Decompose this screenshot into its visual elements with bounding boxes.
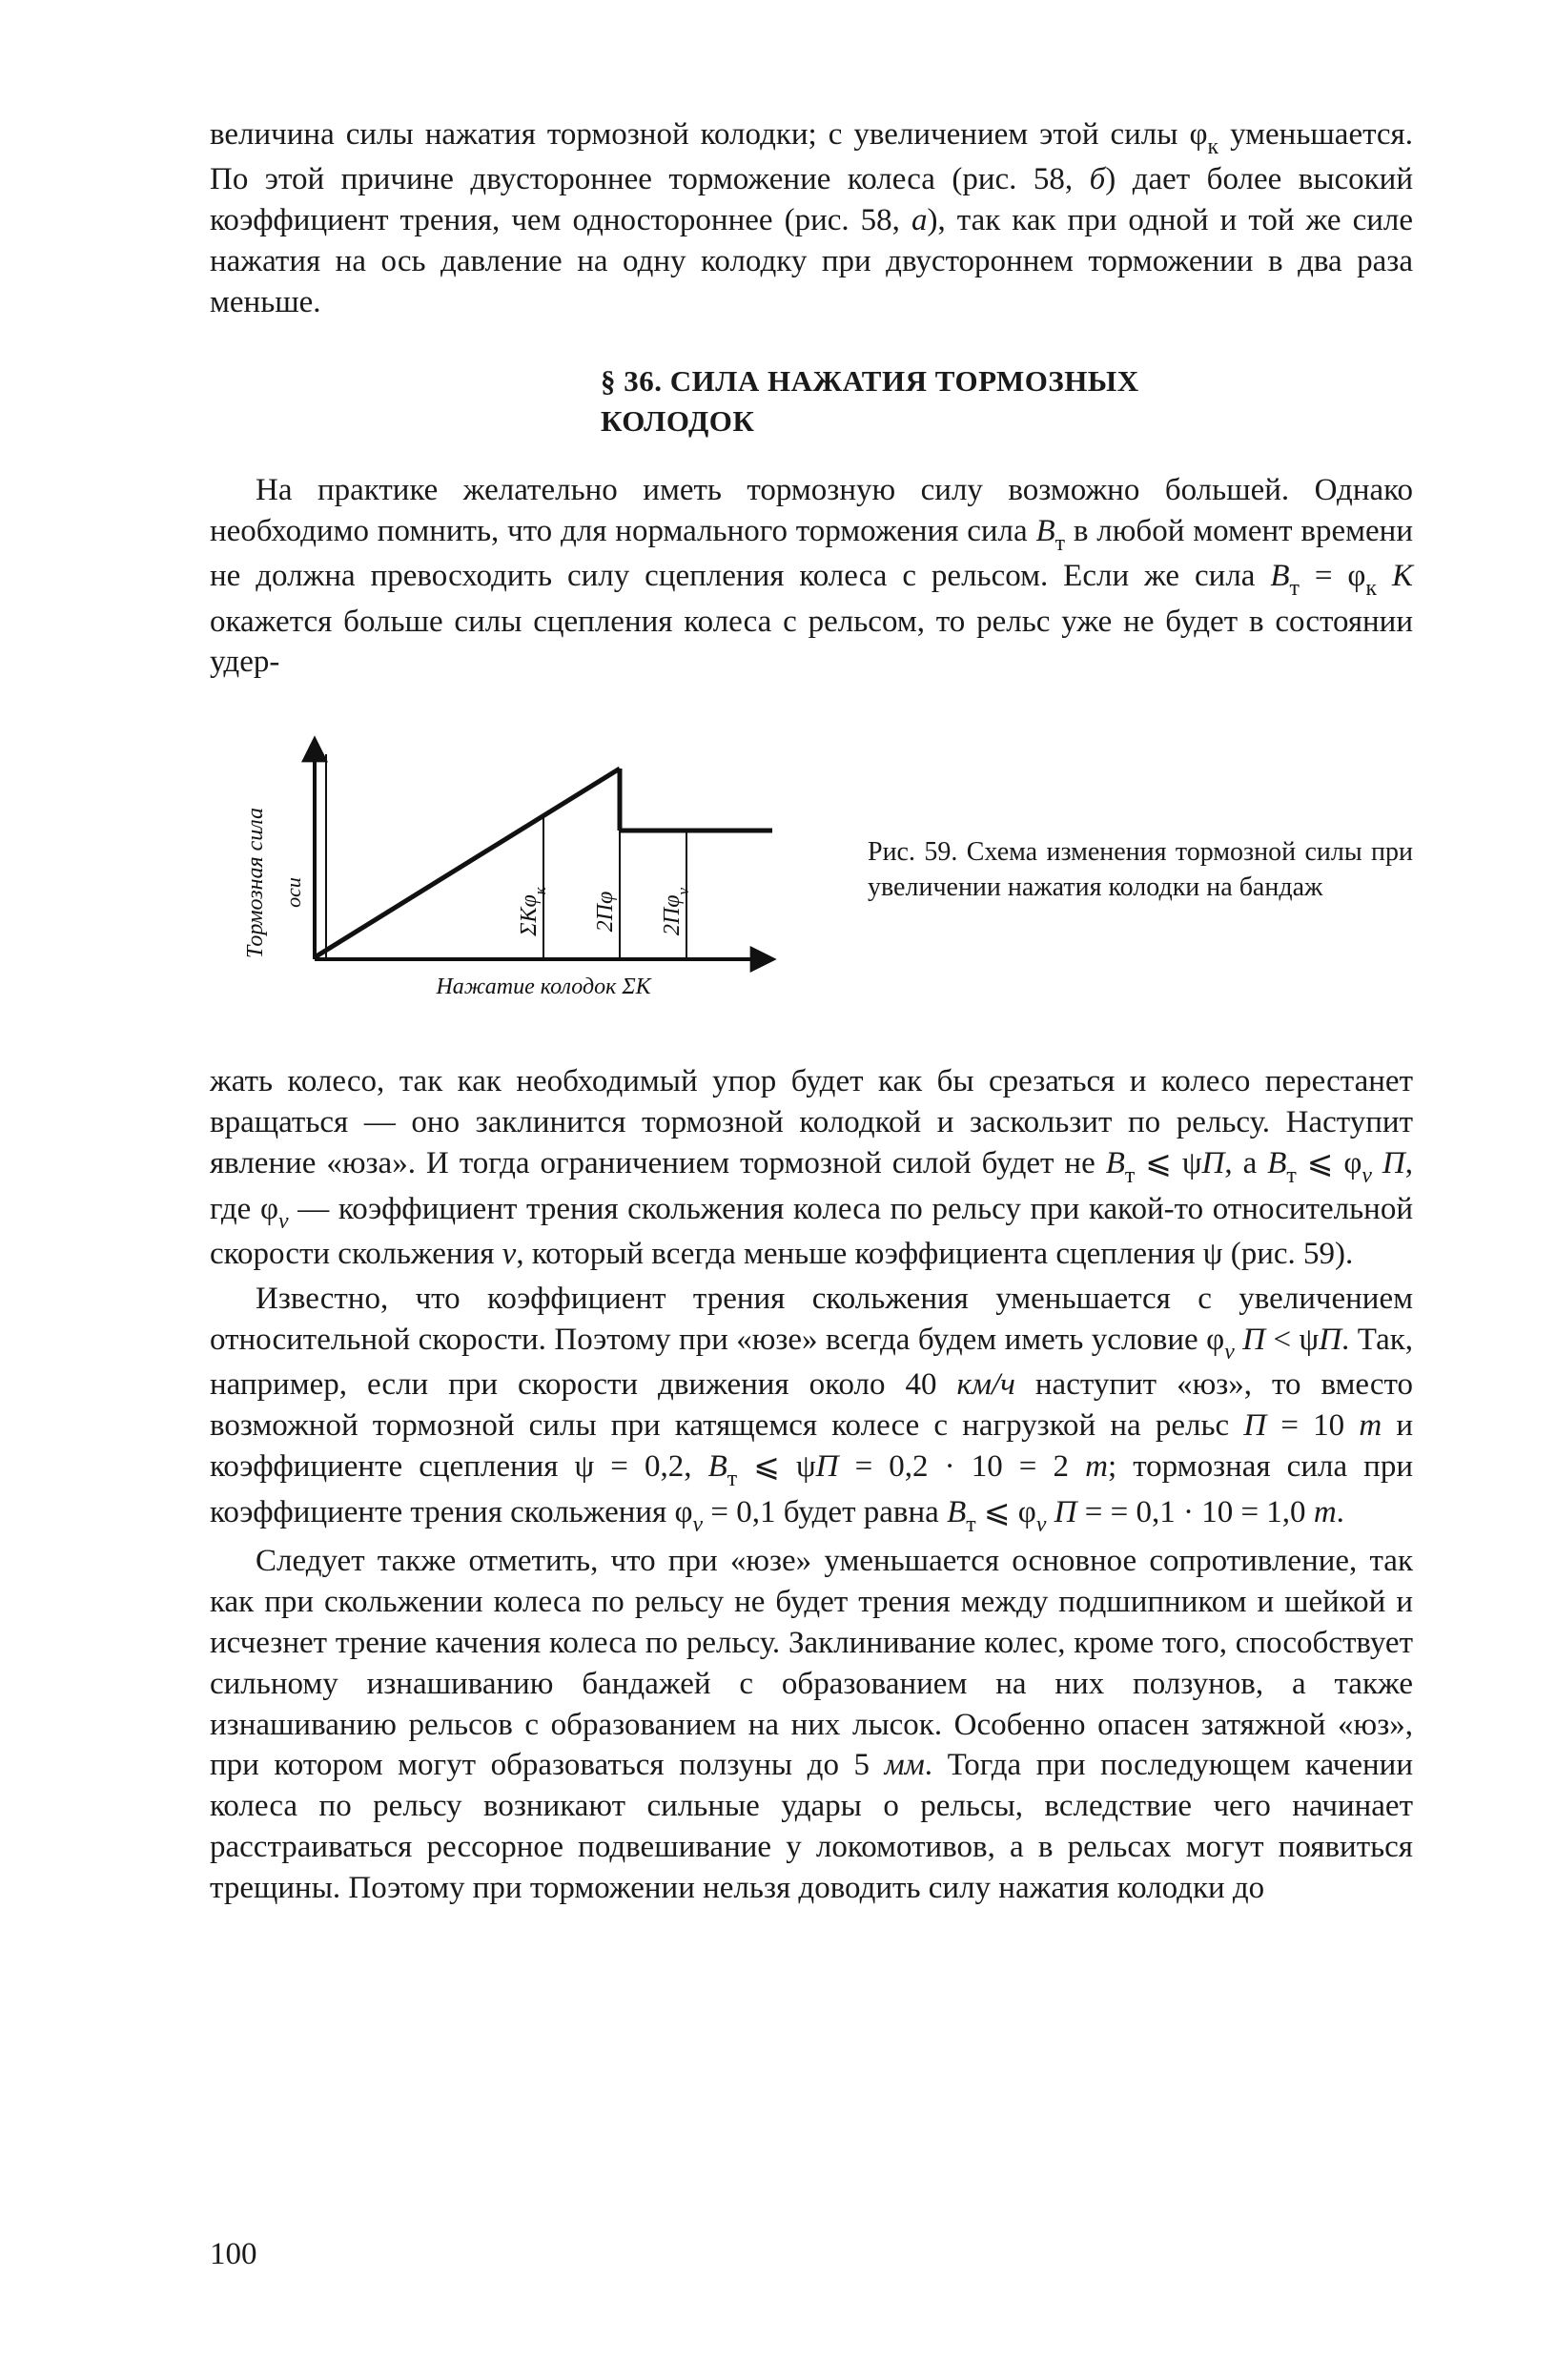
svg-text:2Пφ: 2Пφ [593,892,618,933]
figure-59-chart: Тормозная силаосиΣКφк2Пφ2ПφvНажатие коло… [210,711,820,1028]
figure-59-svg: Тормозная силаосиΣКφк2Пφ2ПφvНажатие коло… [210,711,820,1016]
svg-text:Нажатие колодок ΣК: Нажатие колодок ΣК [435,975,652,999]
paragraph-follow: Следует также отметить, что при «юзе» ум… [210,1541,1413,1909]
svg-text:оси: оси [281,877,305,908]
paragraph-known: Известно, что коэффициент трения скольже… [210,1279,1413,1537]
section-title-line1: § 36. СИЛА НАЖАТИЯ ТОРМОЗНЫХ [601,364,1139,398]
section-title: § 36. СИЛА НАЖАТИЯ ТОРМОЗНЫХ КОЛОДОК [601,361,1413,441]
section-title-line2: КОЛОДОК [601,404,754,438]
paragraph-after-title: На практике желательно иметь тормозную с… [210,470,1413,684]
paragraph-after-figure: жать колесо, так как необходимый упор бу… [210,1061,1413,1275]
svg-text:Тормозная сила: Тормозная сила [243,808,268,958]
page-number: 100 [210,2234,257,2275]
figure-59-row: Тормозная силаосиΣКφк2Пφ2ПφvНажатие коло… [210,711,1413,1028]
figure-59-caption: Рис. 59. Схема изменения тормозной силы … [820,834,1413,907]
paragraph-intro: величина силы нажатия тормозной колодки;… [210,114,1413,323]
page-container: величина силы нажатия тормозной колодки;… [0,0,1556,2380]
